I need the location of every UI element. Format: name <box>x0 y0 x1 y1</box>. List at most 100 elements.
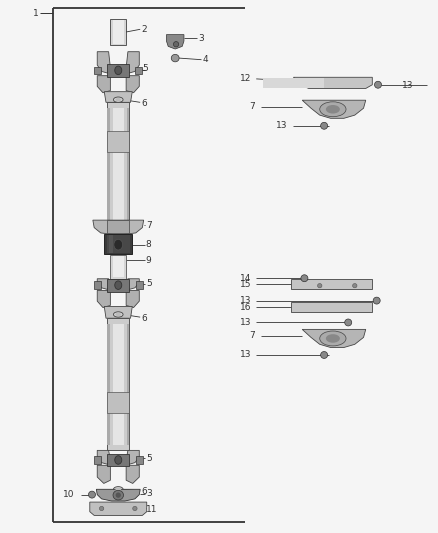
Ellipse shape <box>326 334 340 343</box>
Polygon shape <box>97 52 110 73</box>
Text: 7: 7 <box>250 102 255 111</box>
Polygon shape <box>293 77 372 88</box>
Ellipse shape <box>301 275 308 281</box>
Bar <box>104 234 132 254</box>
Text: 11: 11 <box>146 505 157 514</box>
Bar <box>113 20 124 44</box>
Text: 5: 5 <box>147 454 152 463</box>
Bar <box>107 454 129 466</box>
Bar <box>263 78 324 88</box>
Ellipse shape <box>373 297 380 304</box>
Polygon shape <box>90 502 147 515</box>
Ellipse shape <box>320 102 346 117</box>
Bar <box>107 318 129 450</box>
Text: 2: 2 <box>141 25 147 34</box>
Ellipse shape <box>113 487 123 492</box>
Ellipse shape <box>114 239 123 250</box>
Polygon shape <box>93 220 144 235</box>
Text: 5: 5 <box>142 64 148 73</box>
Polygon shape <box>126 290 139 308</box>
Ellipse shape <box>99 506 104 511</box>
Ellipse shape <box>113 97 123 102</box>
Ellipse shape <box>115 66 122 75</box>
Ellipse shape <box>88 491 95 498</box>
Text: 6: 6 <box>141 99 147 108</box>
Ellipse shape <box>116 492 121 498</box>
Bar <box>291 279 372 289</box>
Text: 13: 13 <box>402 82 413 90</box>
Ellipse shape <box>116 488 121 491</box>
Text: 13: 13 <box>240 296 251 305</box>
Polygon shape <box>97 279 110 289</box>
Text: 5: 5 <box>147 279 152 288</box>
Text: 13: 13 <box>276 122 287 130</box>
Polygon shape <box>126 279 139 289</box>
Bar <box>94 281 101 289</box>
Polygon shape <box>126 450 139 464</box>
Bar <box>107 279 129 292</box>
Polygon shape <box>97 465 110 483</box>
Bar <box>107 392 129 413</box>
Bar <box>113 108 124 221</box>
Bar <box>110 19 126 45</box>
Text: 3: 3 <box>146 489 152 498</box>
Ellipse shape <box>171 54 179 62</box>
Text: 15: 15 <box>240 280 251 288</box>
Polygon shape <box>166 35 184 49</box>
Ellipse shape <box>133 506 137 511</box>
Polygon shape <box>97 450 110 464</box>
Text: 14: 14 <box>240 274 251 282</box>
Text: 4: 4 <box>203 55 208 64</box>
Bar <box>127 324 129 445</box>
Ellipse shape <box>113 312 123 317</box>
Ellipse shape <box>320 331 346 346</box>
Polygon shape <box>302 329 366 348</box>
Bar <box>136 456 143 464</box>
Bar <box>291 302 372 312</box>
Polygon shape <box>104 92 132 102</box>
Bar <box>107 108 110 221</box>
Text: 6: 6 <box>141 488 147 496</box>
Text: 8: 8 <box>146 240 152 249</box>
Bar <box>107 235 130 253</box>
Bar <box>94 456 101 464</box>
Ellipse shape <box>321 352 328 358</box>
Text: 3: 3 <box>198 34 204 43</box>
Ellipse shape <box>115 456 122 464</box>
Ellipse shape <box>116 98 121 101</box>
Ellipse shape <box>113 490 124 500</box>
Bar <box>107 64 129 77</box>
Text: 1: 1 <box>33 9 39 18</box>
Ellipse shape <box>374 82 381 88</box>
Bar <box>109 235 113 253</box>
Bar <box>136 281 143 289</box>
Text: 12: 12 <box>240 75 251 83</box>
Bar <box>94 67 101 74</box>
Polygon shape <box>126 465 139 483</box>
Bar <box>113 324 124 445</box>
Text: 7: 7 <box>250 332 255 340</box>
Text: 13: 13 <box>240 318 251 327</box>
Ellipse shape <box>345 319 352 326</box>
Polygon shape <box>126 76 139 93</box>
Text: 13: 13 <box>240 351 251 359</box>
Ellipse shape <box>173 42 179 47</box>
Bar <box>113 256 124 277</box>
Polygon shape <box>104 306 132 318</box>
Ellipse shape <box>116 313 121 316</box>
Ellipse shape <box>353 284 357 288</box>
Ellipse shape <box>326 105 340 114</box>
Bar <box>110 255 126 279</box>
Bar <box>107 324 110 445</box>
Text: 9: 9 <box>146 256 152 264</box>
Polygon shape <box>97 290 110 308</box>
Polygon shape <box>97 76 110 93</box>
Polygon shape <box>126 52 139 73</box>
Polygon shape <box>302 100 366 118</box>
Text: 7: 7 <box>146 221 152 230</box>
Bar <box>127 108 129 221</box>
Bar <box>107 102 129 227</box>
Text: 10: 10 <box>63 490 74 499</box>
Text: 6: 6 <box>141 314 147 322</box>
Text: 16: 16 <box>240 303 251 311</box>
